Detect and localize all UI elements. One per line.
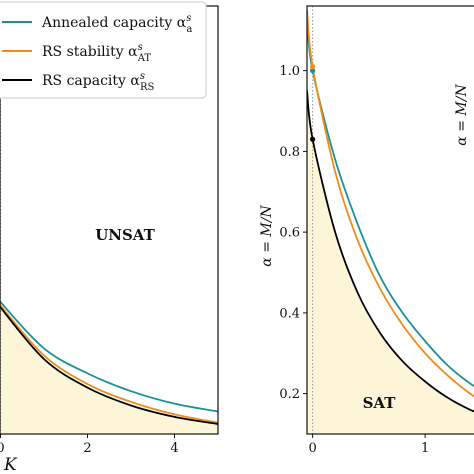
legend-entry-annealed: Annealed capacity αs a: [2, 13, 192, 35]
right-region-label-sat: SAT: [363, 394, 397, 412]
legend-entry-rs-stability: RS stability αs AT: [2, 42, 151, 64]
legend: Annealed capacity αs a RS stability αs AT RS…: [0, 1, 207, 99]
right-y-tick-label: 0.6: [279, 226, 300, 241]
right-y-axis-label-partial: α = M/N: [454, 84, 470, 146]
right-rs-stability-line: [307, 9, 474, 398]
right-sat-region-fill: [307, 90, 474, 434]
left-x-tick-label: 4: [170, 441, 178, 456]
legend-entry-rs-stability-label: RS stability αs AT: [42, 42, 151, 64]
right-rs-capacity-point: [310, 136, 316, 142]
left-region-label-unsat: UNSAT: [95, 226, 155, 244]
legend-entry-rs-capacity: RS capacity αs RS: [2, 71, 155, 93]
right-x-tick-label: 1: [421, 441, 429, 456]
right-x-tick-label: 0: [308, 441, 316, 456]
right-plot-frame: [306, 5, 474, 435]
right-y-tick-label: 1.0: [279, 64, 300, 79]
right-annealed-point: [310, 68, 316, 74]
legend-entry-rs-capacity-label: RS capacity αs RS: [42, 71, 155, 93]
left-x-tick-label: 0: [0, 441, 5, 456]
right-y-tick-label: 0.2: [279, 387, 300, 402]
right-y-axis-label: α = M/N: [259, 205, 275, 267]
legend-box: [0, 1, 207, 99]
right-panel: 0 1 0.2 0.4 0.6 0.8 1.0 SAT α = M/N α = M/N: [259, 5, 474, 456]
left-x-axis-label: K: [3, 455, 18, 474]
left-panel: 0 2 4 K UNSAT Annealed capacity αs a RS stab…: [0, 1, 219, 474]
right-y-tick-label: 0.8: [279, 145, 300, 160]
legend-entry-annealed-label: Annealed capacity αs a: [41, 13, 192, 35]
right-rs-stability-point: [310, 63, 316, 70]
left-x-tick-label: 2: [83, 441, 91, 456]
right-rs-capacity-line: [307, 90, 474, 413]
left-sat-region-fill: [0, 306, 218, 434]
right-y-tick-label: 0.4: [279, 306, 300, 321]
